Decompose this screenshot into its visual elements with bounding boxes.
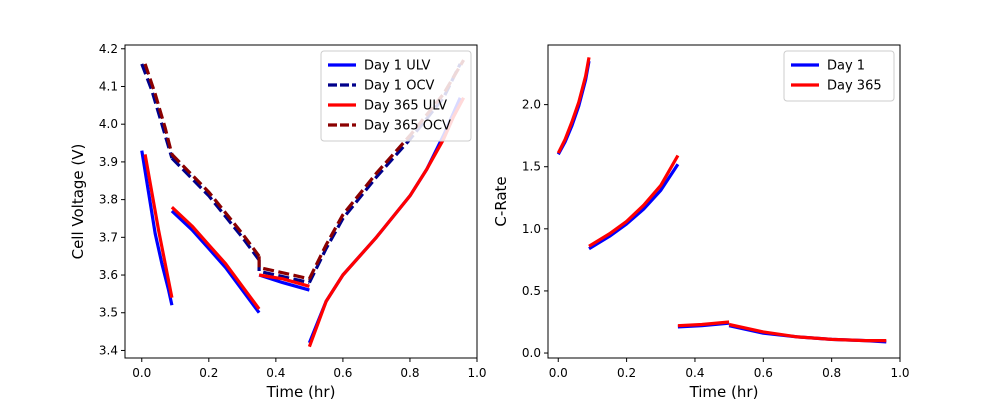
legend: Day 1 ULV Day 1 OCV Day 365 ULV Day 365 OCV	[320, 50, 472, 142]
series-line-segment	[588, 154, 680, 248]
series-line-segment	[143, 63, 174, 155]
y-tick-label: 3.7	[99, 230, 118, 244]
plot-frame	[547, 44, 901, 359]
x-tick-label: 0.8	[822, 366, 841, 380]
legend-entry: Day 365 OCV	[364, 119, 451, 134]
series-line-segment	[677, 320, 730, 328]
y-tick-label: 1.5	[522, 160, 541, 174]
legend: Day 1 Day 365	[783, 50, 895, 102]
x-tick-label: 0.8	[400, 366, 419, 380]
series-line-segment	[307, 63, 462, 284]
series-line-segment	[170, 156, 261, 261]
series-line-segment	[140, 150, 174, 306]
y-tick-label: 4.2	[99, 42, 118, 56]
legend-entry: Day 1 ULV	[364, 59, 431, 74]
x-tick-label: 0.0	[132, 366, 151, 380]
y-tick-label: 0.0	[522, 346, 541, 360]
x-tick-label: 1.0	[467, 366, 486, 380]
x-tick-label: 0.4	[685, 366, 704, 380]
y-axis-label: C-Rate	[492, 176, 510, 226]
series-line-segment	[140, 63, 174, 159]
series-line-segment	[170, 206, 261, 310]
series-line-segment	[170, 209, 261, 314]
legend-entry: Day 365 ULV	[364, 99, 447, 114]
y-tick-label: 2.0	[522, 98, 541, 112]
x-tick-label: 0.0	[549, 366, 568, 380]
x-axis-label: Time (hr)	[266, 383, 336, 400]
x-tick-label: 0.6	[333, 366, 352, 380]
y-tick-label: 3.9	[99, 155, 118, 169]
series-day-365	[556, 57, 887, 343]
y-tick-label: 1.0	[522, 222, 541, 236]
x-tick-label: 1.0	[890, 366, 909, 380]
series-line-segment	[143, 154, 174, 299]
x-tick-label: 0.4	[266, 366, 285, 380]
y-tick-label: 4.0	[99, 117, 118, 131]
chart-panel-1: 0.0 0.2 0.4 0.6 0.8 1.0 3.4 3.5 3.6 3.7 3.8 3.9 4.0 4…	[69, 42, 487, 400]
y-tick-label: 4.1	[99, 79, 118, 93]
series-line-segment	[170, 153, 261, 258]
series-line-segment	[728, 322, 887, 343]
plot-frame	[124, 44, 478, 359]
legend-box	[320, 50, 472, 142]
chart-panel-2: 0.0 0.2 0.4 0.6 0.8 1.0 0.0 0.5 1.0 1.5 2.0 Time (h…	[492, 44, 910, 400]
y-axis-label: Cell Voltage (V)	[69, 144, 87, 260]
series-line-segment	[257, 256, 310, 281]
x-axis-label: Time (hr)	[689, 383, 759, 400]
y-tick-label: 3.5	[99, 306, 118, 320]
y-tick-label: 3.8	[99, 193, 118, 207]
series-line-segment	[258, 273, 310, 288]
series-day-365-ocv	[143, 59, 465, 281]
series-line-segment	[556, 57, 591, 154]
y-tick-label: 0.5	[522, 284, 541, 298]
legend-entry: Day 1	[827, 59, 865, 74]
x-tick-label: 0.2	[199, 366, 218, 380]
series-line-segment	[588, 163, 680, 251]
series-line-segment	[307, 59, 465, 280]
y-tick-label: 3.6	[99, 268, 118, 282]
legend-entry: Day 365	[827, 79, 882, 94]
y-tick-label: 3.4	[99, 343, 118, 357]
legend-entry: Day 1 OCV	[364, 79, 435, 94]
x-tick-label: 0.2	[617, 366, 636, 380]
x-tick-label: 0.6	[754, 366, 773, 380]
series-day-1	[556, 60, 887, 344]
